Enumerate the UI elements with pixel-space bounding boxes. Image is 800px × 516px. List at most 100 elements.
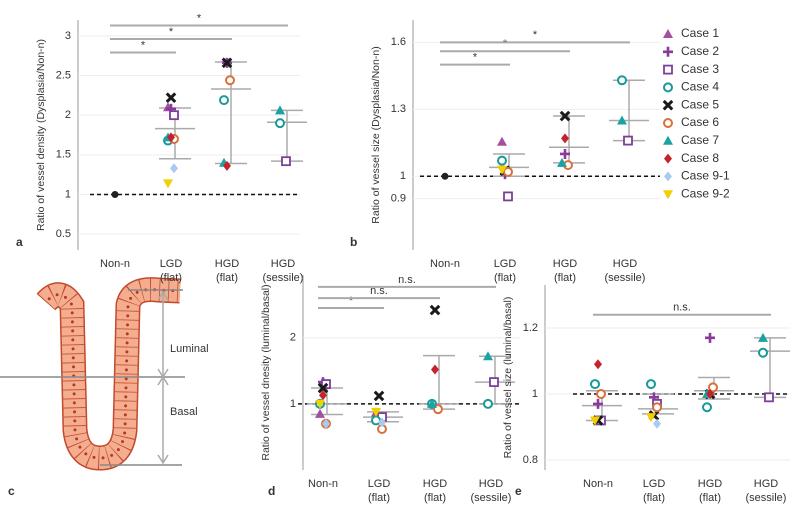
marker-plus <box>663 46 673 57</box>
significance-label: n.s. <box>398 274 416 286</box>
marker-circle <box>596 389 606 400</box>
y-axis-title: Ratio of vessel size (Dysplasia/Non-n) <box>370 46 382 223</box>
significance-label: * <box>473 52 478 64</box>
marker-diamond <box>319 390 327 401</box>
marker-circle <box>225 75 235 86</box>
x-tick-label: HGD (flat) <box>698 478 723 504</box>
marker-circle <box>590 379 600 390</box>
nuclei <box>44 288 182 460</box>
marker-x <box>317 382 329 394</box>
marker-diamond <box>664 171 672 182</box>
legend-label: Case 9-1 <box>681 169 730 183</box>
marker-circle <box>483 398 493 409</box>
marker-diamond <box>322 418 330 429</box>
panel-label: e <box>515 484 522 498</box>
marker-diamond <box>706 389 714 400</box>
marker-square <box>169 110 179 121</box>
y-axis-title: Ratio of vessel dnesity (luminal/basal) <box>260 284 272 460</box>
marker-plus <box>593 398 603 409</box>
y-tick-label: 0.8 <box>523 454 538 466</box>
y-tick-label: 1.2 <box>523 322 538 334</box>
marker-triangle-down <box>590 416 600 426</box>
marker-diamond <box>223 160 231 171</box>
y-tick-label: 0.9 <box>391 193 406 205</box>
y-tick-label: 2 <box>290 332 296 344</box>
marker-square <box>623 135 633 146</box>
y-tick-label: 1 <box>532 388 538 400</box>
panel-label: b <box>350 235 357 249</box>
significance-label: * <box>169 26 174 38</box>
legend-label: Case 3 <box>681 62 719 76</box>
x-tick-label: HGD (sessile) <box>471 478 512 504</box>
legend-label: Case 9-2 <box>681 186 730 200</box>
x-tick-label: Non-n <box>100 258 130 270</box>
legend-label: Case 7 <box>681 133 719 147</box>
marker-square <box>503 191 513 202</box>
marker-triangle <box>497 136 507 146</box>
x-tick-label: HGD (sessile) <box>605 258 646 284</box>
x-tick-label: HGD (flat) <box>553 258 578 284</box>
significance-label: * <box>349 295 354 307</box>
reference-point <box>111 190 119 198</box>
significance-label: n.s. <box>370 285 388 297</box>
marker-square <box>764 392 774 403</box>
x-tick-label: HGD (sessile) <box>263 258 304 284</box>
marker-triangle <box>315 408 325 418</box>
y-tick-label: 1.6 <box>391 36 406 48</box>
marker-circle <box>702 402 712 413</box>
significance-label: n.s. <box>673 302 691 314</box>
basal-label: Basal <box>170 406 198 418</box>
marker-triangle <box>663 29 673 38</box>
marker-circle <box>663 118 673 128</box>
significance-label: * <box>141 39 146 51</box>
marker-triangle <box>427 398 437 408</box>
marker-circle <box>663 82 673 93</box>
legend-label: Case 8 <box>681 151 719 165</box>
marker-diamond <box>653 418 661 429</box>
reference-point <box>441 172 449 180</box>
marker-x <box>221 57 233 69</box>
marker-x <box>662 99 674 111</box>
marker-triangle <box>758 332 768 342</box>
marker-circle <box>708 382 718 393</box>
marker-triangle <box>275 105 285 115</box>
marker-x <box>165 92 177 104</box>
marker-square <box>663 64 673 75</box>
marker-plus <box>560 148 570 159</box>
x-tick-label: LGD (flat) <box>643 478 666 504</box>
y-tick-label: 2.5 <box>56 69 71 81</box>
x-tick-label: Non-n <box>308 478 338 490</box>
marker-triangle-down <box>371 407 381 417</box>
marker-x <box>373 390 385 402</box>
significance-label: * <box>197 12 202 24</box>
marker-square <box>281 156 291 167</box>
marker-diamond <box>378 417 386 428</box>
marker-triangle-down <box>663 190 673 200</box>
marker-diamond <box>561 133 569 144</box>
y-axis-title: Ratio of vessel size (luminal/basal) <box>502 297 514 459</box>
y-tick-label: 0.5 <box>56 228 71 240</box>
x-tick-label: Non-n <box>583 478 613 490</box>
marker-circle <box>758 347 768 358</box>
x-tick-label: LGD (flat) <box>494 258 517 284</box>
marker-plus <box>705 332 715 343</box>
marker-triangle-down <box>163 179 173 189</box>
marker-triangle <box>663 135 673 145</box>
x-tick-label: HGD (flat) <box>423 478 448 504</box>
marker-circle <box>503 166 513 177</box>
marker-triangle-down <box>646 413 656 423</box>
significance-label: * <box>533 29 538 41</box>
legend-label: Case 6 <box>681 115 719 129</box>
y-tick-label: 3 <box>65 30 71 42</box>
marker-square <box>489 377 499 387</box>
marker-circle <box>652 402 662 413</box>
marker-circle <box>617 75 627 86</box>
arrow-heads <box>157 290 169 465</box>
crypt-diagram: Luminal Basal c <box>0 277 209 498</box>
marker-circle <box>646 379 656 390</box>
legend-label: Case 2 <box>681 44 719 58</box>
marker-x <box>429 304 441 316</box>
x-tick-label: HGD (flat) <box>215 258 240 284</box>
marker-triangle <box>483 351 493 361</box>
